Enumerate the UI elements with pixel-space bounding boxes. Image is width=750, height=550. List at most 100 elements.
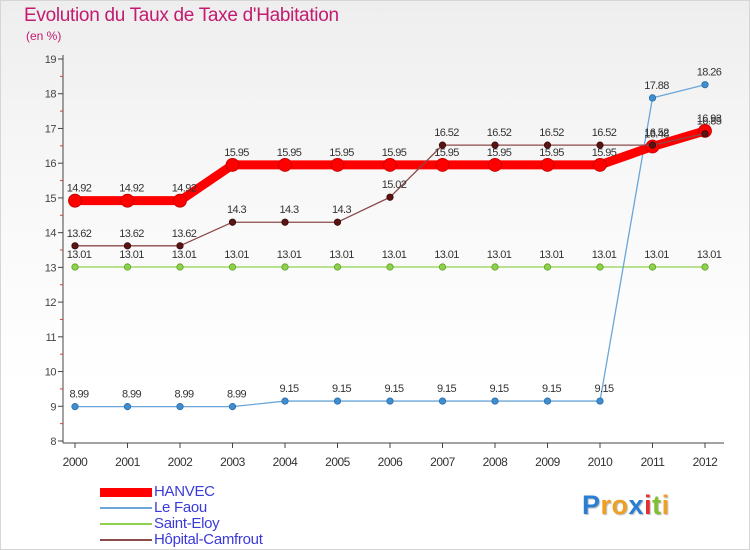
data-point-hopital-camfrout: [71, 242, 79, 250]
y-tick-label: 13: [45, 262, 57, 274]
data-label-hanvec: 14.92: [172, 183, 197, 195]
data-point-saint-eloy: [648, 263, 657, 271]
data-point-saint-eloy: [228, 263, 237, 271]
proxiti-logo: Proxiti: [582, 490, 670, 521]
data-label-le-faou: 9.15: [594, 383, 613, 395]
data-point-hanvec: [593, 158, 607, 172]
data-label-le-faou: 9.15: [332, 383, 351, 395]
data-label-saint-eloy: 13.01: [382, 249, 407, 261]
data-point-saint-eloy: [71, 263, 79, 271]
data-point-hopital-camfrout: [491, 141, 499, 149]
data-label-le-faou: 17.88: [644, 80, 669, 92]
logo-letter: i: [661, 490, 670, 520]
x-tick-label: 2003: [220, 455, 246, 469]
legend-label: Le Faou: [154, 499, 207, 516]
data-label-hanvec: 15.95: [277, 147, 302, 159]
data-point-hopital-camfrout: [176, 242, 184, 250]
data-point-saint-eloy: [438, 263, 447, 271]
x-tick-label: 2004: [273, 455, 299, 469]
data-label-saint-eloy: 13.01: [172, 249, 197, 261]
logo-letter: P: [582, 490, 601, 520]
data-label-saint-eloy: 13.01: [697, 249, 722, 261]
legend-label: Hôpital-Camfrout: [154, 531, 263, 548]
data-label-le-faou: 8.99: [227, 389, 246, 401]
x-tick-label: 2011: [641, 455, 666, 469]
data-point-hopital-camfrout: [596, 141, 604, 149]
logo-letter: r: [600, 490, 612, 520]
y-tick-label: 9: [50, 401, 56, 413]
legend-swatch: [100, 523, 152, 525]
x-tick-label: 2007: [430, 455, 456, 469]
data-point-saint-eloy: [333, 263, 342, 271]
data-label-hanvec: 15.95: [382, 147, 407, 159]
data-point-hanvec: [330, 158, 345, 172]
data-point-le-faou: [281, 397, 289, 405]
data-label-saint-eloy: 13.01: [434, 249, 459, 261]
data-point-le-faou: [596, 397, 604, 405]
x-tick-label: 2005: [325, 455, 351, 469]
data-label-le-faou: 8.99: [69, 389, 88, 401]
data-label-saint-eloy: 13.01: [644, 249, 669, 261]
data-point-hanvec: [225, 158, 240, 172]
data-label-saint-eloy: 13.01: [592, 249, 617, 261]
data-point-hopital-camfrout: [123, 242, 132, 250]
y-tick-label: 19: [45, 54, 57, 66]
x-tick-label: 2010: [588, 455, 614, 469]
y-tick-label: 11: [46, 332, 57, 344]
y-tick-label: 18: [45, 89, 57, 101]
data-label-hopital-camfrout: 14.3: [227, 204, 246, 216]
unit-label: (en %): [26, 29, 62, 43]
data-point-hopital-camfrout: [228, 218, 237, 226]
data-label-hopital-camfrout: 14.3: [332, 204, 351, 216]
data-label-hopital-camfrout: 13.62: [67, 228, 92, 240]
data-point-hanvec: [68, 193, 82, 208]
y-tick-label: 10: [45, 367, 57, 379]
y-tick-label: 17: [45, 123, 57, 135]
data-label-le-faou: 9.15: [384, 383, 403, 395]
data-point-le-faou: [123, 403, 132, 411]
x-tick-label: 2001: [115, 455, 141, 469]
y-tick-label: 16: [45, 158, 57, 170]
data-label-hanvec: 16.93: [697, 113, 722, 125]
data-point-hopital-camfrout: [701, 130, 709, 138]
data-label-le-faou: 18.26: [697, 67, 722, 79]
data-point-hanvec: [488, 158, 502, 172]
data-label-hanvec: 15.95: [487, 147, 512, 159]
legend-swatch: [100, 487, 152, 497]
legend-label: Saint-Eloy: [154, 515, 220, 532]
data-point-hanvec: [278, 158, 292, 172]
logo-letter: i: [644, 490, 653, 520]
data-label-hanvec: 14.92: [119, 183, 144, 195]
data-label-saint-eloy: 13.01: [277, 249, 302, 261]
data-label-hopital-camfrout: 15.02: [382, 179, 407, 191]
data-point-hopital-camfrout: [281, 218, 289, 226]
data-label-le-faou: 9.15: [437, 383, 456, 395]
data-label-saint-eloy: 13.01: [539, 249, 564, 261]
y-tick-label: 14: [45, 228, 57, 240]
y-tick-label: 8: [50, 436, 56, 448]
data-point-hanvec: [383, 158, 397, 172]
logo-letter: t: [652, 490, 662, 520]
data-label-le-faou: 8.99: [174, 389, 193, 401]
data-label-le-faou: 9.15: [489, 383, 508, 395]
data-point-hanvec: [173, 193, 187, 208]
data-point-hopital-camfrout: [543, 141, 552, 149]
data-point-le-faou: [386, 397, 394, 405]
data-label-saint-eloy: 13.01: [67, 249, 92, 261]
data-label-le-faou: 9.15: [279, 383, 298, 395]
data-label-hanvec: 15.95: [539, 147, 564, 159]
data-label-hopital-camfrout: 16.52: [487, 127, 512, 139]
data-point-le-faou: [648, 94, 657, 102]
x-tick-label: 2009: [535, 455, 561, 469]
data-point-saint-eloy: [543, 263, 552, 271]
data-point-saint-eloy: [491, 263, 499, 271]
data-label-saint-eloy: 13.01: [224, 249, 249, 261]
data-label-saint-eloy: 13.01: [487, 249, 512, 261]
data-label-hopital-camfrout: 14.3: [279, 204, 298, 216]
data-label-hanvec: 15.95: [434, 147, 459, 159]
data-point-saint-eloy: [176, 263, 184, 271]
chart-title: Evolution du Taux de Taxe d'Habitation: [24, 5, 339, 26]
data-point-le-faou: [176, 403, 184, 411]
y-tick-label: 12: [45, 297, 57, 309]
